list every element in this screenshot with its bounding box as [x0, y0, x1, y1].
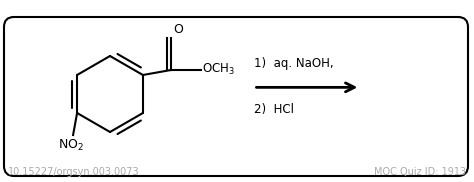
FancyBboxPatch shape [4, 17, 468, 176]
Text: 10.15227/orgsyn.003.0073: 10.15227/orgsyn.003.0073 [8, 167, 140, 177]
Text: 1)  aq. NaOH,: 1) aq. NaOH, [254, 57, 333, 70]
Text: 2)  HCl: 2) HCl [254, 103, 293, 116]
Text: O: O [173, 23, 183, 36]
Text: OCH$_3$: OCH$_3$ [202, 62, 235, 77]
Text: NO$_2$: NO$_2$ [58, 138, 84, 153]
Text: MOC Quiz ID: 1913: MOC Quiz ID: 1913 [374, 167, 466, 177]
